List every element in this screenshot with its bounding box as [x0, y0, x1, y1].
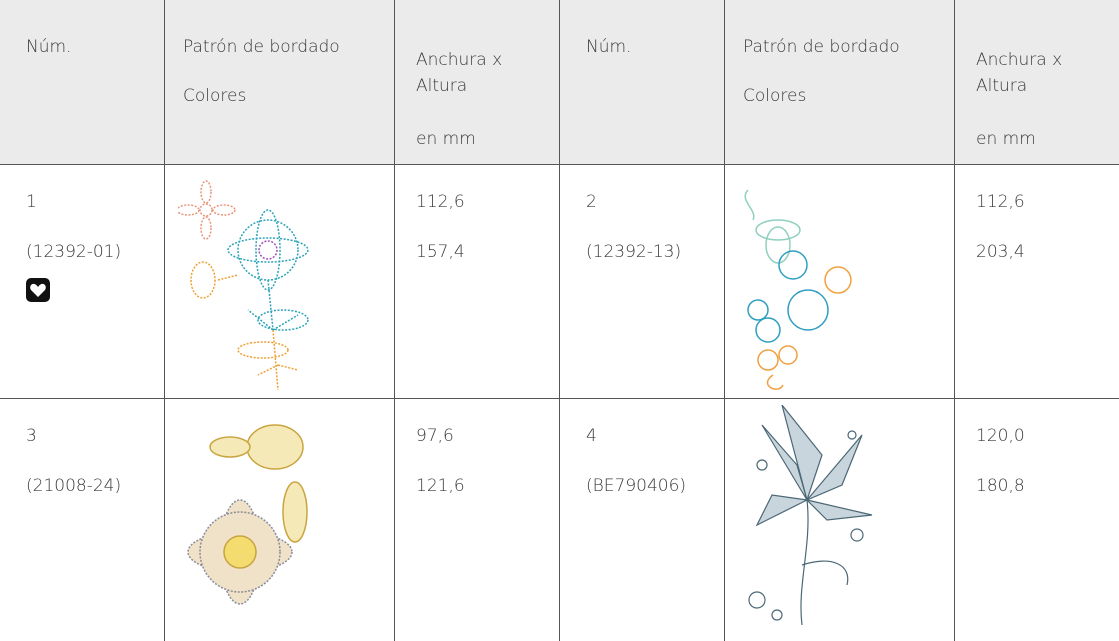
table-cell [395, 165, 560, 399]
cell-text: en mm [416, 129, 476, 149]
header-cell [0, 0, 165, 165]
cell-text: 157,4 [416, 242, 465, 262]
heart-icon [26, 278, 50, 302]
cell-text: 180,8 [976, 476, 1025, 496]
cell-text: 112,6 [416, 192, 465, 212]
table-cell [395, 399, 560, 641]
cell-text: 120,0 [976, 426, 1025, 446]
cell-text: 121,6 [416, 476, 465, 496]
cell-text: 97,6 [416, 426, 454, 446]
header-cell [165, 0, 395, 165]
cell-text: 4 [586, 426, 597, 446]
table-cell [165, 399, 395, 641]
header-cell [725, 0, 955, 165]
cell-text: (12392-01) [26, 242, 122, 262]
cell-text: Colores [183, 86, 247, 106]
embroidery-image [744, 189, 852, 390]
table-cell [0, 399, 165, 641]
cell-text: en mm [976, 129, 1036, 149]
cell-text: Patrón de bordado [183, 37, 340, 57]
table-cell [0, 165, 165, 399]
table-cell [165, 165, 395, 399]
embroidery-image [187, 424, 308, 605]
header-cell [955, 0, 1119, 165]
cell-text: 3 [26, 426, 37, 446]
cell-text: 203,4 [976, 242, 1025, 262]
cell-text: Núm. [586, 37, 632, 57]
table-cell [955, 165, 1119, 399]
header-cell [560, 0, 725, 165]
cell-text: 2 [586, 192, 597, 212]
cell-text: Patrón de bordado [743, 37, 900, 57]
table-cell [560, 165, 725, 399]
embroidery-image [748, 405, 873, 626]
embroidery-image [178, 180, 309, 391]
table-cell [560, 399, 725, 641]
cell-text: Núm. [26, 37, 72, 57]
table-cell [725, 165, 955, 399]
cell-text: (BE790406) [586, 476, 687, 496]
cell-text: Colores [743, 86, 807, 106]
cell-text: 112,6 [976, 192, 1025, 212]
cell-text: 1 [26, 192, 37, 212]
cell-text: (12392-13) [586, 242, 682, 262]
cell-text: Anchura x Altura [976, 50, 1063, 96]
table-cell [725, 399, 955, 641]
cell-text: (21008-24) [26, 476, 122, 496]
header-cell [395, 0, 560, 165]
cell-text: Anchura x Altura [416, 50, 503, 96]
